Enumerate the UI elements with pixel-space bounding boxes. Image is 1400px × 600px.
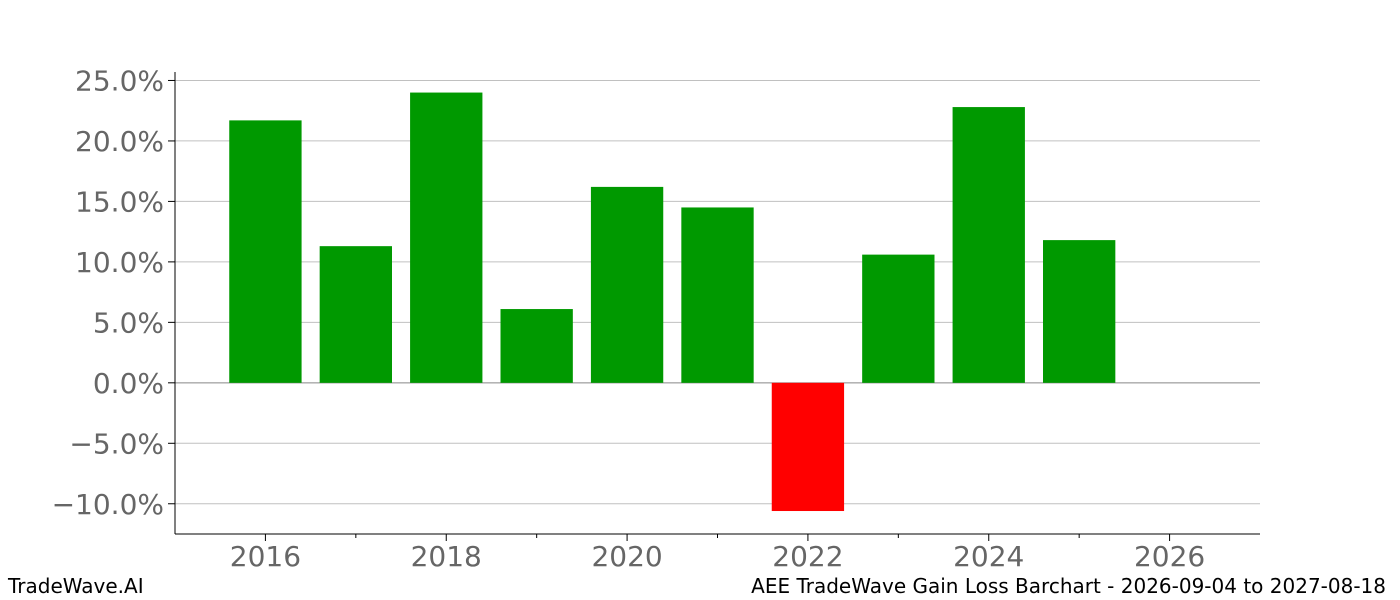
y-tick-label: 15.0%	[75, 185, 164, 218]
y-tick-label: 0.0%	[93, 367, 164, 400]
y-tick-label: 20.0%	[75, 125, 164, 158]
x-tick-label: 2026	[1134, 540, 1205, 573]
brand-label: TradeWave.AI	[8, 574, 144, 598]
bar-2021	[681, 207, 754, 383]
x-tick-label: 2024	[953, 540, 1024, 573]
bars	[229, 92, 1116, 512]
x-tick-label: 2016	[230, 540, 301, 573]
bar-2020	[590, 186, 664, 383]
y-tick-label: 25.0%	[75, 64, 164, 97]
bar-2018	[410, 92, 483, 383]
x-tick-label: 2022	[772, 540, 843, 573]
bar-2016	[229, 120, 302, 383]
x-tick-label: 2018	[411, 540, 482, 573]
chart-caption: AEE TradeWave Gain Loss Barchart - 2026-…	[751, 574, 1386, 598]
x-ticks: 2016 2018 2020 2022 2024 2026	[230, 534, 1205, 573]
bar-2024	[952, 107, 1025, 383]
y-tick-label: 10.0%	[75, 246, 164, 279]
bar-2019	[500, 309, 573, 383]
bar-2025	[1043, 240, 1116, 383]
x-tick-label: 2020	[591, 540, 662, 573]
bar-2022	[771, 382, 845, 512]
y-ticks: 25.0% 20.0% 15.0% 10.0% 5.0% 0.0% −5.0% −10.0%	[52, 64, 175, 521]
bar-2017	[319, 246, 392, 383]
bar-2023	[862, 254, 935, 383]
y-tick-label: 5.0%	[93, 306, 164, 339]
y-tick-label: −10.0%	[52, 488, 164, 521]
y-tick-label: −5.0%	[69, 427, 164, 460]
